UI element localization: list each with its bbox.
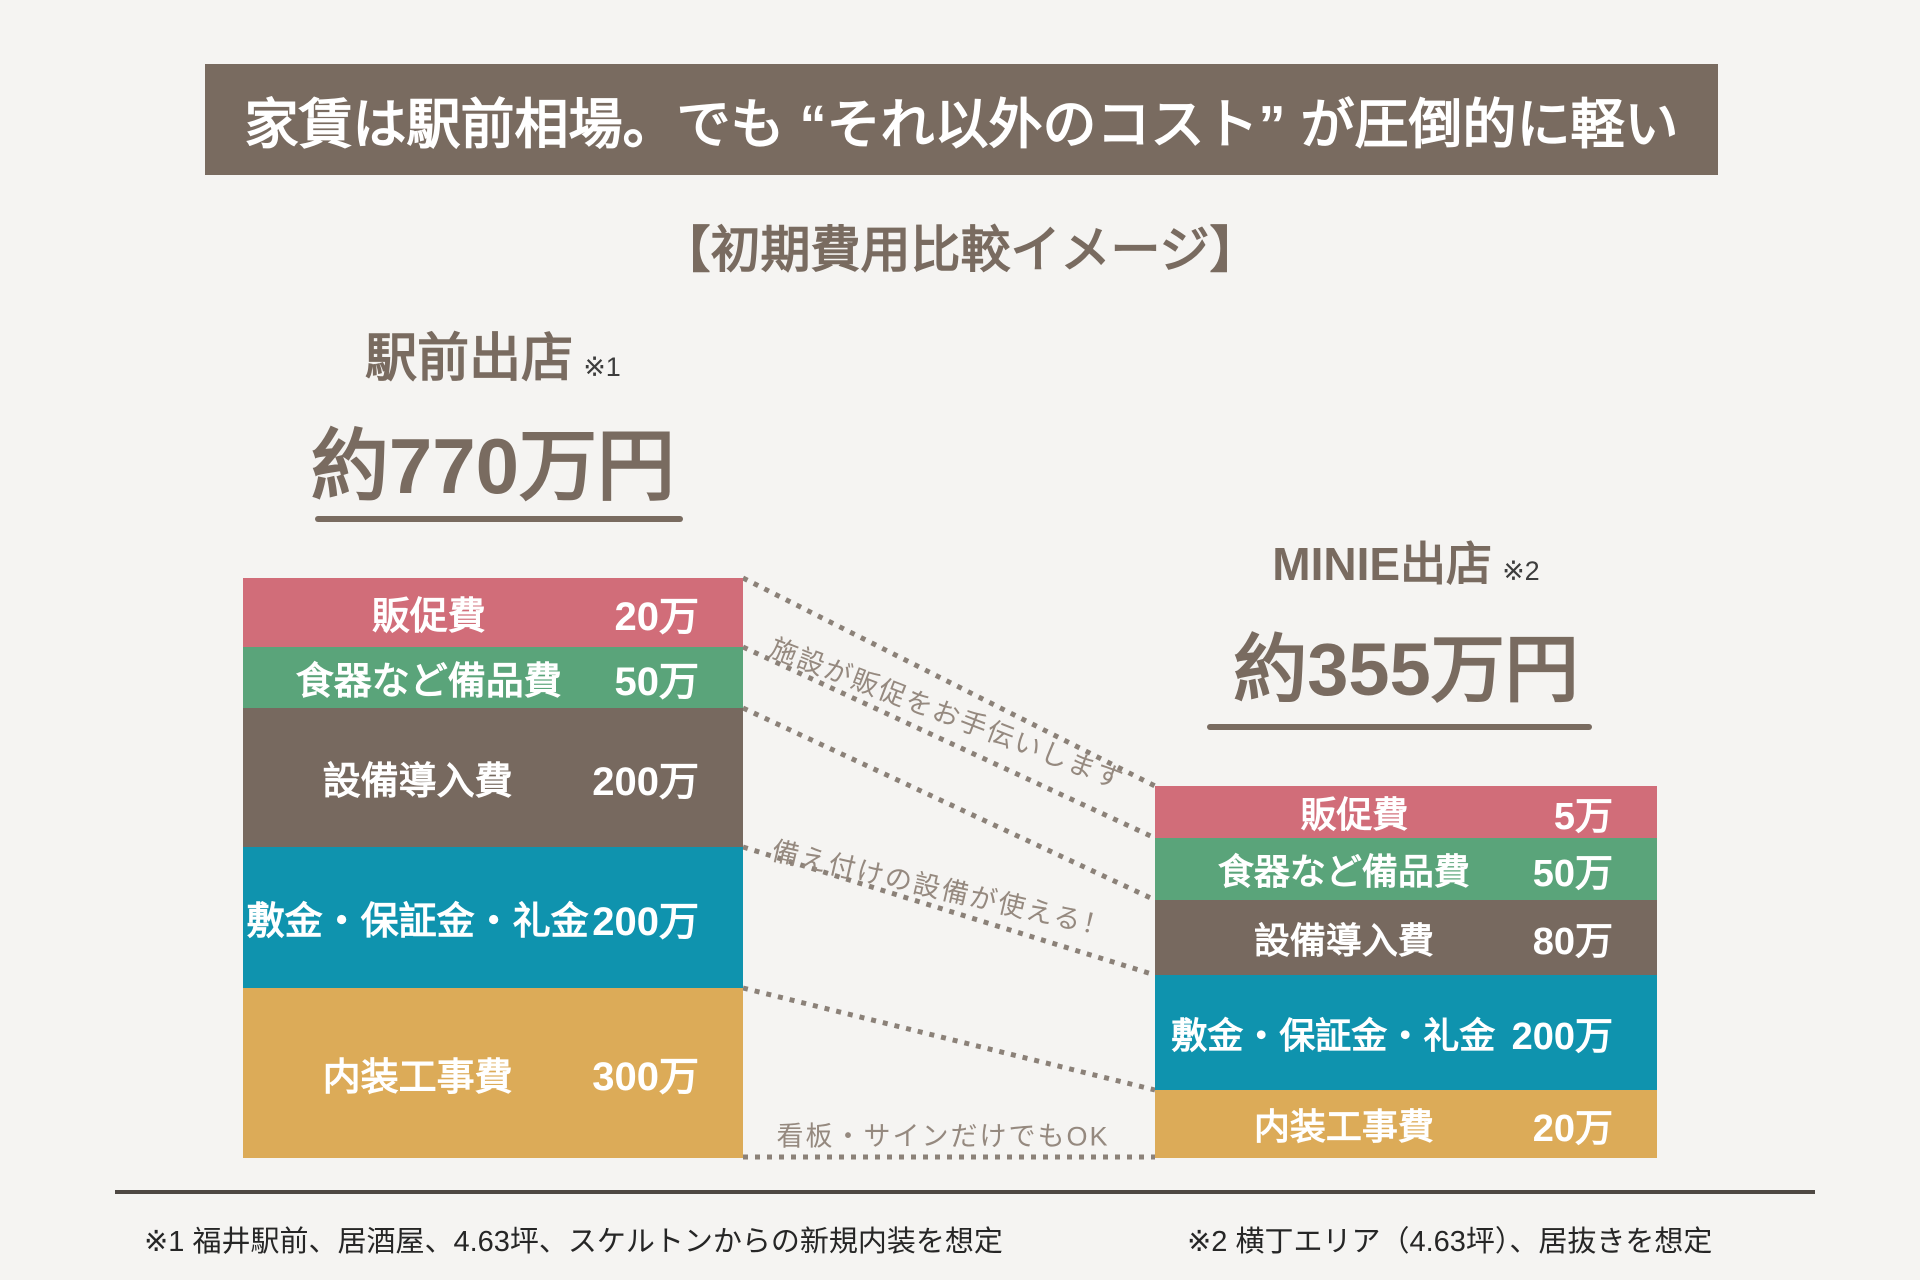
right-column-total: 約355万円 [1233, 628, 1579, 711]
annotation-built-in-equipment: 備え付けの設備が使える！ [768, 835, 1114, 944]
right-stacked-bar: 販促費 5万食器など備品費 50万設備導入費 80万敷金・保証金・礼金 200万内装工事… [1155, 786, 1657, 1158]
left-column-total: 約770万円 [310, 422, 676, 510]
title-banner: 家賃は駅前相場。でも “それ以外のコスト” が圧倒的に軽い [205, 64, 1718, 175]
right-column-title: MINIE出店 ※2 [1155, 528, 1657, 594]
footnote-minie: ※2 横丁エリア（4.63坪）、居抜きを想定 [1187, 1226, 1713, 1258]
left-column-title: 駅前出店 ※1 [243, 316, 743, 391]
bar-segment-promotion: 販促費 20万 [243, 578, 743, 647]
bar-segment-interior: 内装工事費 300万 [243, 988, 743, 1158]
segment-label: 内装工事費 [1253, 1106, 1434, 1147]
segment-value: 200万 [592, 899, 699, 944]
segment-value: 20万 [614, 594, 700, 639]
annotation-promo-help: 施設が販促をお手伝いします [765, 632, 1129, 796]
segment-label: 販促費 [371, 596, 486, 638]
footnote-divider [115, 1190, 1815, 1194]
right-column-name: MINIE出店 [1272, 538, 1493, 590]
segment-value: 50万 [1532, 852, 1613, 895]
segment-label: 食器など備品費 [1217, 851, 1470, 892]
banner-title: 家賃は駅前相場。でも “それ以外のコスト” が圧倒的に軽い [244, 95, 1679, 155]
bar-segment-interior: 内装工事費 20万 [1155, 1090, 1657, 1158]
segment-value: 300万 [592, 1055, 699, 1099]
left-column-note-ref: ※1 [583, 352, 621, 382]
annotation-signboard-only: 看板・サインだけでもOK [776, 1121, 1110, 1152]
segment-label: 食器など備品費 [295, 661, 562, 703]
bar-segment-deposit: 敷金・保証金・礼金 200万 [1155, 975, 1657, 1090]
segment-value: 200万 [1511, 1016, 1613, 1058]
segment-value: 5万 [1553, 795, 1613, 838]
bar-segment-deposit: 敷金・保証金・礼金 200万 [243, 847, 743, 988]
left-total-underline [315, 516, 683, 522]
segment-label: 設備導入費 [1253, 919, 1434, 961]
bar-segment-tableware: 食器など備品費 50万 [1155, 838, 1657, 900]
chart-subtitle: 【初期費用比較イメージ】 [660, 222, 1260, 278]
footnote-station-front: ※1 福井駅前、居酒屋、4.63坪、スケルトンからの新規内装を想定 [144, 1226, 1003, 1258]
bar-segment-promotion: 販促費 5万 [1155, 786, 1657, 838]
bar-segment-equipment: 設備導入費 80万 [1155, 900, 1657, 975]
segment-value: 200万 [592, 759, 699, 804]
left-column-name: 駅前出店 [365, 330, 574, 388]
dotted-connector-line [742, 985, 1156, 1093]
segment-label: 敷金・保証金・礼金 [1171, 1014, 1496, 1056]
segment-label: 設備導入費 [322, 761, 513, 803]
left-stacked-bar: 販促費 20万 食器など備品費 50万 設備導入費 200万 敷金・保証金・礼金 200万 内装… [243, 578, 743, 1158]
right-total-underline [1207, 724, 1592, 730]
segment-label: 内装工事費 [322, 1056, 513, 1099]
segment-label: 販促費 [1300, 794, 1409, 835]
bar-segment-equipment: 設備導入費 200万 [243, 708, 743, 847]
bar-segment-tableware: 食器など備品費 50万 [243, 647, 743, 708]
segment-value: 80万 [1532, 921, 1613, 963]
segment-label: 敷金・保証金・礼金 [246, 901, 589, 943]
right-column-note-ref: ※2 [1502, 556, 1540, 586]
segment-value: 20万 [1532, 1107, 1613, 1150]
segment-value: 50万 [614, 659, 700, 704]
